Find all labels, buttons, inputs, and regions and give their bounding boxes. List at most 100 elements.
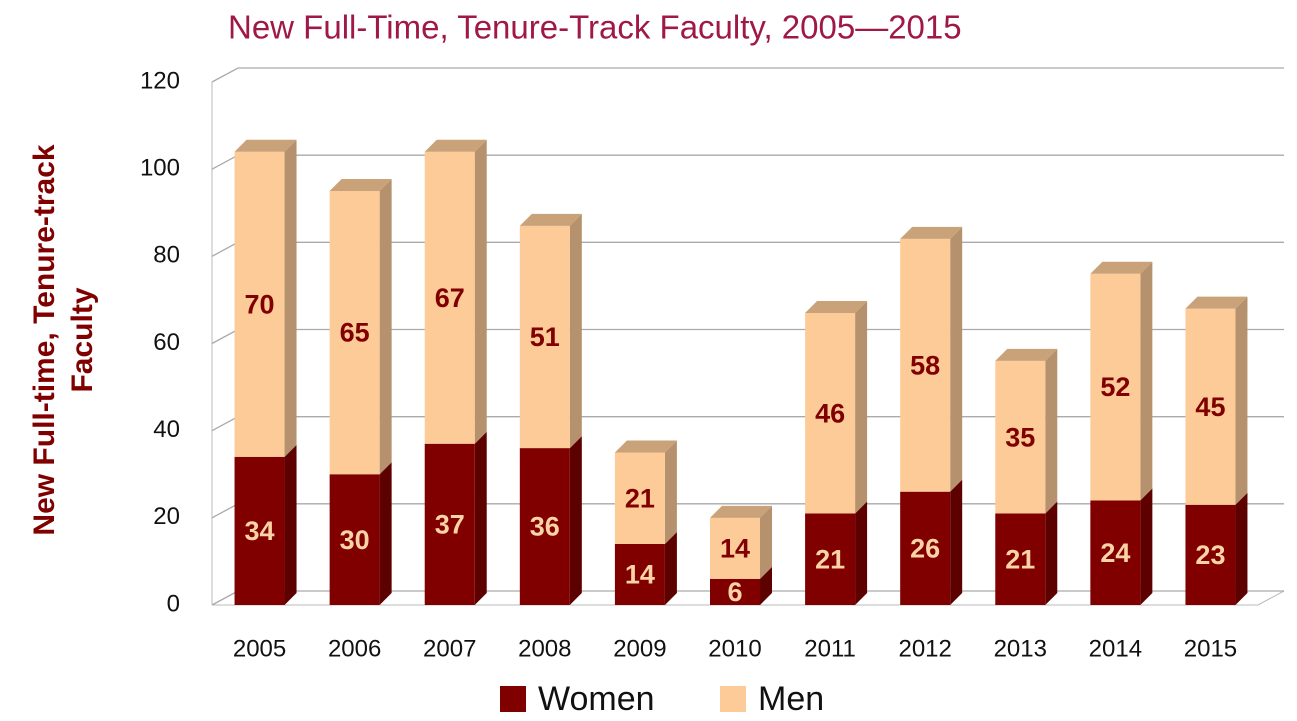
bar-segment (424, 139, 487, 444)
value-label: 6 (727, 577, 742, 607)
bar-segment (614, 440, 677, 544)
x-tick-label: 2015 (1184, 635, 1237, 662)
bar-front (1185, 308, 1236, 505)
bar-segment (234, 444, 297, 605)
bar-top (900, 226, 963, 239)
bar-side (760, 566, 772, 605)
bar-top (1185, 296, 1248, 309)
bar-front (805, 513, 856, 605)
bar-top (805, 300, 868, 313)
bar-segment (900, 226, 963, 492)
y-tick-label: 0 (167, 590, 180, 617)
bar-segment (995, 348, 1058, 514)
bar-front (614, 452, 665, 544)
bar-front (614, 543, 665, 605)
bar-segment (329, 178, 392, 475)
bar-segment (1090, 488, 1153, 605)
bar-side (1235, 492, 1248, 605)
legend-label: Men (758, 680, 824, 718)
y-tick-label: 20 (153, 503, 180, 530)
bar-side (474, 139, 487, 444)
bar-front (900, 491, 951, 605)
bar-side (855, 300, 868, 514)
bar-segment (614, 531, 677, 605)
bar-top (329, 178, 392, 191)
bar-side (1140, 488, 1153, 605)
grid-line (211, 67, 1284, 83)
bar-segment (519, 436, 582, 605)
bar-side (379, 462, 392, 605)
bar-side (1045, 501, 1058, 605)
bar-front (710, 517, 760, 579)
value-label: 45 (1195, 392, 1225, 422)
x-tick-label: 2005 (233, 635, 286, 662)
value-label: 14 (625, 560, 655, 590)
bar-segment (900, 479, 963, 605)
value-label: 34 (245, 516, 275, 546)
bar-segment (1090, 261, 1153, 501)
x-tick-label: 2010 (708, 635, 761, 662)
x-tick-label: 2006 (328, 635, 381, 662)
bar-side (284, 444, 297, 605)
bar-top (614, 440, 677, 453)
bar-segment (424, 431, 487, 605)
bar-side (379, 178, 392, 475)
bar-side (474, 431, 487, 605)
bar-segment (805, 300, 868, 514)
value-label: 21 (625, 483, 655, 513)
bar-side (1235, 296, 1248, 505)
value-label: 52 (1100, 372, 1130, 402)
value-label: 70 (245, 289, 275, 319)
x-tick-label: 2008 (518, 635, 571, 662)
x-tick-label: 2011 (804, 635, 856, 662)
chart-title: New Full-Time, Tenure-Track Faculty, 200… (228, 9, 962, 46)
bar-top (1090, 261, 1153, 274)
value-label: 24 (1100, 538, 1130, 568)
bar-side (950, 226, 963, 492)
bar-front (805, 312, 856, 514)
y-tick-label: 120 (140, 67, 180, 94)
value-label: 21 (1005, 544, 1035, 574)
bar-front (424, 151, 475, 444)
bar-segment (519, 213, 582, 449)
bar-front (329, 190, 380, 475)
value-label: 14 (720, 533, 750, 563)
bar-side (569, 213, 582, 449)
y-tick-label: 40 (153, 416, 180, 443)
bar-segment (995, 501, 1058, 605)
x-tick-label: 2014 (1089, 635, 1142, 662)
bar-front (995, 360, 1046, 514)
bar-side (1140, 261, 1153, 501)
bar-front (900, 238, 951, 492)
bar-side (569, 436, 582, 605)
bar-top (710, 505, 772, 518)
bar-segment (234, 139, 297, 457)
bar-top (234, 139, 297, 152)
bar-top (424, 139, 487, 152)
bar-side (664, 440, 677, 544)
value-label: 51 (530, 322, 560, 352)
bar-segment (1185, 492, 1248, 605)
bar-top (995, 348, 1058, 361)
bar-front (519, 448, 570, 605)
y-axis-title: New Full-time, Tenure-track Faculty (28, 144, 99, 536)
bar-front (710, 578, 760, 605)
bar-side (1045, 348, 1058, 514)
x-tick-label: 2009 (613, 635, 666, 662)
value-label: 46 (815, 398, 845, 428)
value-label: 26 (910, 533, 940, 563)
y-tick-label: 60 (153, 329, 180, 356)
value-label: 21 (815, 544, 845, 574)
bar-front (1090, 500, 1141, 605)
bar-front (234, 151, 285, 457)
bar-top (519, 213, 582, 226)
bar-segment (1185, 296, 1248, 505)
value-label: 65 (340, 318, 370, 348)
value-label: 30 (340, 525, 370, 555)
bar-segment (805, 501, 868, 605)
bar-front (1185, 504, 1236, 605)
bar-front (329, 474, 380, 605)
y-axis-title-line: New Full-time, Tenure-track (28, 144, 61, 536)
bar-front (1090, 273, 1141, 501)
